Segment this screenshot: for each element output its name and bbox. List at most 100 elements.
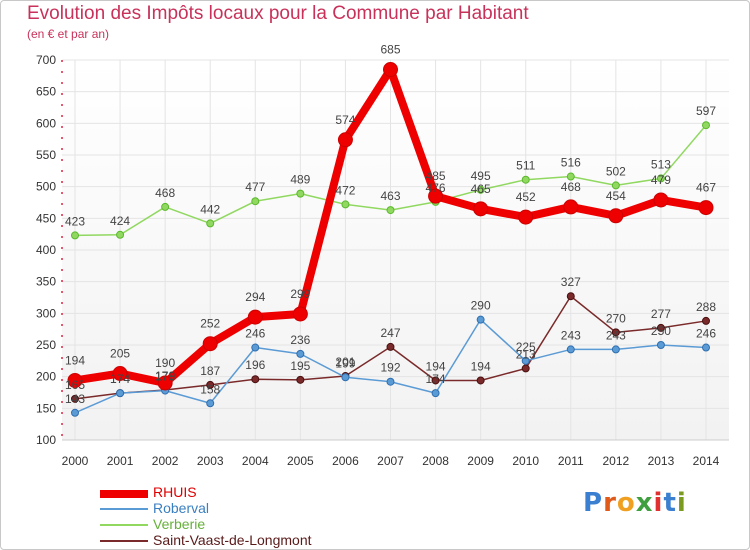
data-label: 479 bbox=[651, 173, 671, 187]
data-point bbox=[428, 188, 444, 204]
y-tick-label: 450 bbox=[36, 211, 56, 225]
y-tick-label: 550 bbox=[36, 148, 56, 162]
data-label: 685 bbox=[380, 43, 400, 57]
data-label: 194 bbox=[65, 353, 85, 367]
data-point bbox=[112, 366, 128, 381]
data-point bbox=[206, 399, 215, 408]
data-label: 174 bbox=[110, 372, 130, 386]
data-point bbox=[702, 343, 710, 352]
legend-label: Saint-Vaast-de-Longmont bbox=[153, 532, 312, 548]
x-tick-label: 2002 bbox=[152, 454, 179, 468]
data-label: 201 bbox=[335, 355, 355, 369]
y-tick-label: 650 bbox=[36, 85, 56, 99]
y-tick-label: 100 bbox=[36, 433, 56, 447]
data-label: 213 bbox=[516, 347, 536, 361]
data-point bbox=[518, 209, 534, 225]
data-label: 192 bbox=[380, 361, 400, 375]
data-label: 468 bbox=[155, 186, 175, 200]
data-label: 236 bbox=[290, 333, 310, 347]
legend-label: RHUIS bbox=[153, 484, 197, 500]
data-point bbox=[656, 174, 665, 183]
data-point bbox=[656, 323, 665, 332]
data-label: 299 bbox=[290, 287, 310, 301]
data-point bbox=[702, 316, 710, 325]
data-label: 246 bbox=[696, 327, 716, 341]
data-label: 196 bbox=[245, 358, 265, 372]
chart-subtitle: (en € et par an) bbox=[27, 27, 110, 41]
data-point bbox=[71, 231, 79, 240]
y-tick-label: 150 bbox=[36, 401, 56, 415]
data-point bbox=[611, 328, 620, 337]
data-label: 495 bbox=[471, 169, 491, 183]
data-label: 476 bbox=[426, 181, 446, 195]
data-point bbox=[296, 375, 305, 384]
data-label: 477 bbox=[245, 180, 265, 194]
data-point bbox=[386, 342, 395, 351]
data-point bbox=[206, 380, 215, 389]
data-label: 502 bbox=[606, 164, 626, 178]
data-point bbox=[563, 199, 579, 215]
data-label: 424 bbox=[110, 214, 130, 228]
data-label: 472 bbox=[335, 183, 355, 197]
data-label: 143 bbox=[65, 392, 85, 406]
x-tick-label: 2006 bbox=[332, 454, 359, 468]
data-label: 252 bbox=[200, 317, 220, 331]
chart-title: Evolution des Impôts locaux pour la Comm… bbox=[27, 3, 529, 24]
data-point bbox=[157, 375, 173, 391]
data-point bbox=[296, 189, 305, 198]
data-point bbox=[251, 197, 260, 206]
data-label: 288 bbox=[696, 300, 716, 314]
legend-label: Roberval bbox=[153, 500, 210, 516]
x-tick-label: 2013 bbox=[648, 454, 675, 468]
logo-letter: i bbox=[676, 488, 687, 518]
data-label: 165 bbox=[65, 378, 85, 392]
data-point bbox=[161, 202, 170, 211]
legend-swatch bbox=[100, 490, 148, 498]
legend-label: Verberie bbox=[153, 516, 206, 532]
data-point bbox=[521, 356, 530, 365]
data-label: 467 bbox=[696, 181, 716, 195]
y-tick-label: 700 bbox=[36, 53, 56, 67]
data-label: 442 bbox=[200, 202, 220, 216]
data-point bbox=[608, 208, 624, 224]
data-label: 195 bbox=[290, 359, 310, 373]
data-point bbox=[67, 372, 83, 388]
data-point bbox=[386, 377, 395, 386]
data-point bbox=[341, 373, 350, 382]
data-point bbox=[476, 185, 485, 194]
y-tick-label: 400 bbox=[36, 243, 56, 257]
data-point bbox=[206, 219, 215, 228]
data-point bbox=[116, 230, 125, 239]
logo-letter: t bbox=[663, 488, 677, 518]
data-label: 513 bbox=[651, 157, 671, 171]
data-label: 516 bbox=[561, 156, 581, 170]
x-tick-label: 2007 bbox=[377, 454, 404, 468]
data-label: 327 bbox=[561, 275, 581, 289]
data-label: 158 bbox=[200, 382, 220, 396]
data-label: 597 bbox=[696, 104, 716, 118]
data-point bbox=[71, 394, 79, 403]
data-label: 290 bbox=[471, 299, 491, 313]
data-label: 246 bbox=[245, 327, 265, 341]
data-label: 574 bbox=[335, 113, 355, 127]
y-tick-label: 200 bbox=[36, 370, 56, 384]
data-point bbox=[611, 345, 620, 354]
x-tick-label: 2003 bbox=[197, 454, 224, 468]
data-point bbox=[202, 336, 218, 352]
logo-letter: i bbox=[653, 488, 664, 518]
data-label: 465 bbox=[471, 182, 491, 196]
data-label: 243 bbox=[561, 328, 581, 342]
data-label: 194 bbox=[426, 359, 446, 373]
y-tick-label: 600 bbox=[36, 116, 56, 130]
data-point bbox=[476, 315, 485, 324]
data-label: 194 bbox=[471, 359, 491, 373]
data-point bbox=[296, 349, 305, 358]
data-label: 187 bbox=[200, 364, 220, 378]
x-tick-label: 2014 bbox=[693, 454, 720, 468]
data-point bbox=[341, 200, 350, 209]
data-label: 205 bbox=[110, 347, 130, 361]
data-point bbox=[698, 200, 714, 216]
data-point bbox=[251, 375, 260, 384]
data-point bbox=[337, 132, 353, 148]
